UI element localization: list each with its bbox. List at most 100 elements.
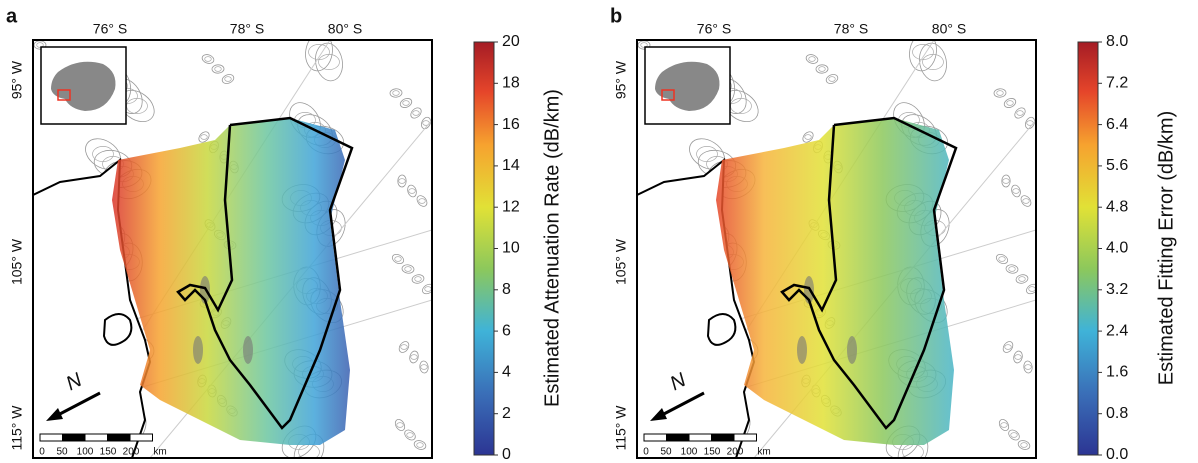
relief	[847, 336, 857, 364]
basin-outline	[176, 116, 354, 430]
colorbar-tick-label: 0.8	[1106, 405, 1128, 422]
contour	[420, 116, 432, 130]
scale-label: 0	[643, 447, 649, 458]
contour	[995, 253, 1009, 265]
colorbar	[473, 41, 495, 456]
contour	[410, 354, 418, 360]
contour	[1002, 178, 1010, 184]
longitude-label: 95° W	[9, 60, 25, 99]
north-arrow	[659, 391, 705, 418]
contour	[389, 88, 403, 98]
contour	[398, 341, 410, 353]
contour	[1020, 442, 1028, 448]
contour	[409, 350, 419, 364]
contour	[394, 256, 402, 262]
contour	[211, 64, 225, 74]
contour	[1024, 116, 1036, 130]
contour	[1012, 188, 1020, 194]
contour	[1022, 198, 1030, 204]
contour	[1020, 195, 1032, 207]
scale-segment	[84, 433, 108, 442]
colorbar-tick-label: 6.4	[1106, 116, 1128, 133]
colorbar-title: Estimated Fitting Error (dB/km)	[1155, 111, 1177, 386]
contour	[418, 198, 426, 204]
contour	[400, 344, 408, 350]
contour	[1014, 354, 1022, 360]
contour	[1023, 360, 1033, 374]
contour	[394, 418, 406, 432]
north-arrow	[55, 391, 101, 418]
scale-segment	[39, 433, 63, 442]
contour	[407, 184, 417, 198]
colorbar-tick-label: 4	[502, 364, 511, 381]
contour	[919, 42, 947, 82]
contour	[1008, 429, 1020, 441]
contour	[1005, 264, 1019, 274]
scale-label: km	[153, 447, 166, 458]
colorbar-title: Estimated Attenuation Rate (dB/km)	[541, 89, 563, 407]
scale-label: 50	[660, 447, 672, 458]
scale-segment	[711, 433, 735, 442]
latitude-label: 76° S	[697, 21, 731, 37]
contour	[1018, 276, 1026, 282]
contour	[640, 42, 648, 48]
inset-continent	[655, 61, 720, 111]
map-frame	[636, 39, 1037, 459]
scale-label: 150	[704, 447, 721, 458]
contour	[214, 66, 222, 72]
contour	[402, 100, 410, 106]
inset-continent	[51, 61, 116, 111]
colorbar-tick-label: 5.6	[1106, 157, 1128, 174]
colorbar-tick-label: 20	[502, 33, 520, 50]
map: N0 50 100 150 200 km	[33, 40, 432, 458]
contour	[1015, 274, 1029, 284]
colorbar-tick-label: 16	[502, 116, 520, 133]
relief	[797, 336, 807, 364]
scale-segment	[733, 433, 757, 442]
contour	[993, 88, 1007, 98]
contour	[397, 174, 407, 188]
colorbar-tick-label: 12	[502, 198, 520, 215]
colorbar-tick-label: 4.0	[1106, 240, 1128, 257]
contour	[416, 442, 424, 448]
contour	[406, 432, 414, 438]
scale-label: 200	[727, 447, 744, 458]
scale-segment	[643, 433, 667, 442]
panel-label: b	[610, 5, 622, 27]
contour	[419, 360, 429, 374]
scale-label: 200	[123, 447, 140, 458]
scale-label: km	[757, 447, 770, 458]
contour	[1002, 341, 1014, 353]
contour	[998, 256, 1006, 262]
longitude-label: 115° W	[613, 405, 629, 451]
island	[102, 313, 133, 346]
contour	[398, 178, 406, 184]
relief	[243, 336, 253, 364]
contour	[1011, 184, 1021, 198]
scale-segment	[107, 433, 131, 442]
contour	[399, 98, 413, 108]
contour	[308, 44, 330, 60]
contour	[420, 364, 428, 370]
panel-label: a	[6, 5, 18, 27]
scale-segment	[688, 433, 712, 442]
scale-label: 0	[39, 447, 45, 458]
contour	[404, 266, 412, 272]
latitude-label: 80° S	[328, 21, 362, 37]
colorbar-tick-label: 4.8	[1106, 198, 1128, 215]
contour	[802, 131, 814, 143]
contour	[1008, 266, 1016, 272]
contour	[198, 131, 210, 143]
contour	[1017, 440, 1031, 450]
basin-outline	[780, 116, 958, 430]
colorbar-tick-label: 7.2	[1106, 75, 1128, 92]
contour	[92, 146, 114, 162]
contour	[413, 440, 427, 450]
contour	[808, 56, 816, 62]
colorbar	[1077, 41, 1099, 456]
contour	[1026, 283, 1036, 295]
colorbar-tick-label: 0	[502, 446, 511, 463]
relief	[193, 336, 203, 364]
